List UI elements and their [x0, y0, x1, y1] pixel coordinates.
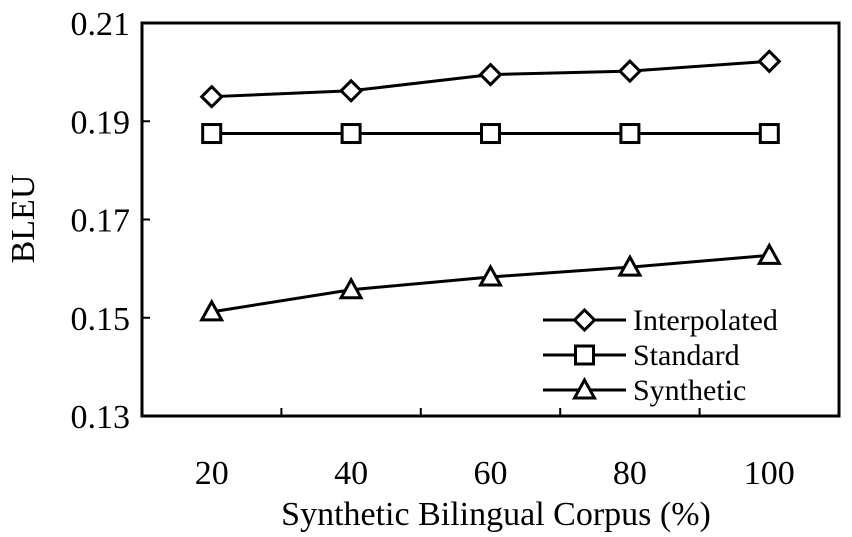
legend-marker-synthetic — [571, 376, 598, 400]
x-tick-label: 100 — [744, 455, 795, 492]
data-point-standard — [619, 123, 641, 145]
data-point-synthetic — [477, 263, 504, 287]
legend-label-synthetic: Synthetic — [633, 374, 746, 407]
data-point-interpolated — [617, 59, 643, 84]
data-point-interpolated — [478, 62, 503, 87]
x-axis-title: Synthetic Bilingual Corpus (%) — [281, 496, 711, 533]
y-tick-label: 0.19 — [71, 104, 131, 141]
y-tick-label: 0.21 — [71, 6, 131, 43]
x-tick-label: 60 — [474, 455, 508, 492]
y-axis-ticks: 0.13 0.15 0.17 0.19 0.21 — [71, 6, 150, 436]
data-point-standard — [480, 123, 501, 145]
data-point-interpolated — [338, 78, 364, 103]
x-tick-label: 20 — [195, 455, 229, 492]
y-tick-label: 0.13 — [71, 399, 131, 436]
data-point-standard — [340, 123, 362, 145]
data-point-synthetic — [199, 298, 225, 322]
data-point-standard — [201, 123, 223, 145]
data-point-standard — [758, 123, 780, 145]
x-axis-ticks: 20 40 60 80 100 — [195, 408, 795, 492]
legend-marker-standard — [574, 344, 595, 366]
x-tick-label: 40 — [334, 455, 368, 492]
data-point-synthetic — [338, 276, 364, 300]
data-point-interpolated — [757, 49, 782, 74]
legend-label-standard: Standard — [633, 339, 740, 372]
series-layer — [199, 49, 782, 322]
data-point-interpolated — [199, 84, 224, 109]
legend-marker-interpolated — [572, 307, 597, 333]
legend-label-interpolated: Interpolated — [633, 304, 778, 337]
y-tick-label: 0.17 — [71, 203, 131, 240]
x-tick-label: 80 — [613, 455, 647, 492]
y-tick-label: 0.15 — [71, 301, 131, 338]
y-axis-title: BLEU — [5, 175, 42, 264]
data-point-synthetic — [617, 254, 643, 277]
data-point-synthetic — [756, 242, 782, 265]
